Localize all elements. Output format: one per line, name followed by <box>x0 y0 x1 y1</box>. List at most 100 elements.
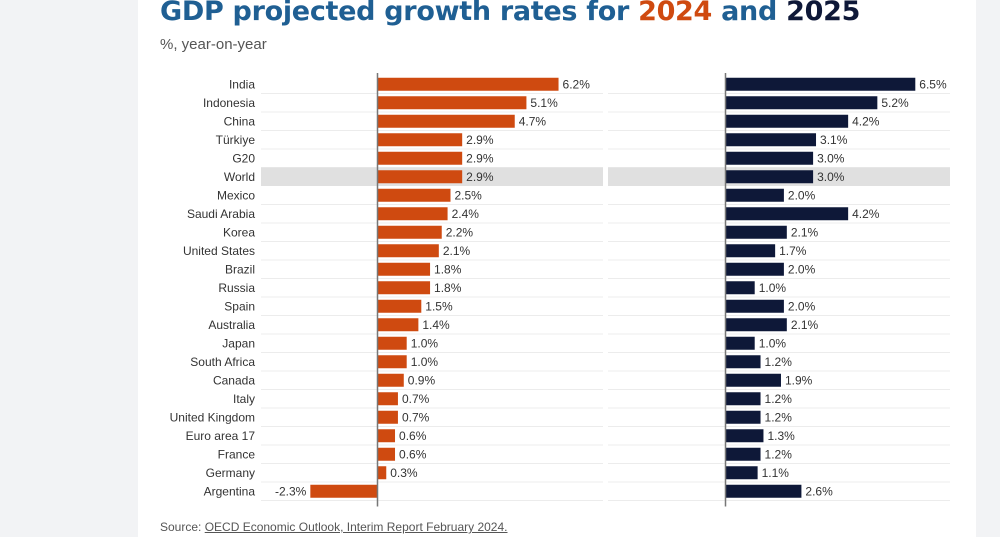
value-label-2024: 2.9% <box>466 151 494 165</box>
bar-2025 <box>725 96 878 110</box>
value-label-2025: 1.2% <box>765 392 793 406</box>
value-label-2025: 1.0% <box>759 281 787 295</box>
bar-2024 <box>377 447 396 461</box>
category-label: South Africa <box>190 355 255 369</box>
bar-2025 <box>725 447 761 461</box>
bar-2024 <box>377 392 398 406</box>
value-label-2025: 4.2% <box>852 114 880 128</box>
bar-2024 <box>377 262 431 276</box>
bar-2024 <box>377 225 442 239</box>
bar-2025 <box>725 188 784 202</box>
value-label-2025: 1.2% <box>765 410 793 424</box>
category-label: Canada <box>213 373 255 387</box>
value-label-2025: 3.0% <box>817 151 845 165</box>
bar-2024 <box>377 244 439 258</box>
bar-2024 <box>377 114 515 128</box>
value-label-2025: 2.1% <box>791 225 819 239</box>
category-label: Italy <box>233 392 255 406</box>
value-label-2024: 0.3% <box>390 466 418 480</box>
value-label-2025: 1.7% <box>779 244 807 258</box>
bar-2024 <box>377 281 431 295</box>
bar-2025 <box>725 336 755 350</box>
value-label-2025: 1.2% <box>765 447 793 461</box>
bar-2024 <box>377 318 419 332</box>
value-label-2024: 1.0% <box>411 355 439 369</box>
bar-2025 <box>725 392 761 406</box>
bar-2025 <box>725 355 761 369</box>
bar-2025 <box>725 170 814 184</box>
value-label-2025: 2.0% <box>788 262 816 276</box>
category-label: France <box>218 447 256 461</box>
category-label: Argentina <box>204 484 256 498</box>
category-label: G20 <box>232 151 255 165</box>
value-label-2024: 1.0% <box>411 336 439 350</box>
bar-2025 <box>725 114 849 128</box>
category-label: Mexico <box>217 188 255 202</box>
bar-2024 <box>377 373 404 387</box>
source-note: Source: OECD Economic Outlook, Interim R… <box>160 520 508 534</box>
category-label: Japan <box>222 336 255 350</box>
value-label-2024: 2.2% <box>446 225 474 239</box>
category-label: Brazil <box>225 262 255 276</box>
value-label-2024: 2.4% <box>452 207 480 221</box>
chart-title: GDP projected growth rates for 2024 and … <box>160 0 860 27</box>
source-label: Source: <box>160 520 205 534</box>
value-label-2025: 2.6% <box>805 484 833 498</box>
bar-2025 <box>725 410 761 424</box>
title-prefix: GDP projected growth rates for <box>160 0 639 27</box>
source-link[interactable]: OECD Economic Outlook, Interim Report Fe… <box>204 520 508 534</box>
category-label: Australia <box>208 318 255 332</box>
bar-2024 <box>377 96 527 110</box>
value-label-2024: 0.9% <box>408 373 436 387</box>
bar-2025 <box>725 281 755 295</box>
bar-2025 <box>725 207 849 221</box>
value-label-2024: 2.1% <box>443 244 471 258</box>
value-label-2025: 2.0% <box>788 188 816 202</box>
bar-2024 <box>377 299 422 313</box>
bar-2025 <box>725 244 776 258</box>
value-label-2024: 0.6% <box>399 429 427 443</box>
value-label-2025: 2.1% <box>791 318 819 332</box>
value-label-2025: 3.0% <box>817 170 845 184</box>
category-label: Indonesia <box>203 96 255 110</box>
bar-2024 <box>377 355 407 369</box>
value-label-2025: 5.2% <box>881 96 909 110</box>
bar-2025 <box>725 466 758 480</box>
value-label-2024: 0.6% <box>399 447 427 461</box>
category-label: Türkiye <box>216 133 256 147</box>
bar-2025 <box>725 299 784 313</box>
value-label-2024: 1.5% <box>425 299 453 313</box>
bar-2024 <box>377 188 451 202</box>
bar-2025 <box>725 373 781 387</box>
bar-2024 <box>377 429 396 443</box>
value-label-2025: 1.9% <box>785 373 813 387</box>
bar-2025 <box>725 225 787 239</box>
value-label-2024: 0.7% <box>402 410 430 424</box>
category-label: Germany <box>206 466 255 480</box>
category-label: Euro area 17 <box>186 429 256 443</box>
value-label-2024: 6.2% <box>563 77 591 91</box>
category-label: United States <box>183 244 255 258</box>
category-label: Spain <box>224 299 255 313</box>
value-label-2025: 1.0% <box>759 336 787 350</box>
value-label-2025: 1.1% <box>762 466 790 480</box>
bar-2024 <box>377 170 463 184</box>
value-label-2024: -2.3% <box>275 484 307 498</box>
value-label-2024: 2.9% <box>466 170 494 184</box>
title-and: and <box>712 0 787 27</box>
value-label-2024: 2.9% <box>466 133 494 147</box>
bar-2025 <box>725 429 764 443</box>
title-year-2024: 2024 <box>638 0 713 27</box>
bar-2025 <box>725 151 814 165</box>
bar-2024 <box>377 466 387 480</box>
value-label-2024: 0.7% <box>402 392 430 406</box>
bar-2024 <box>377 207 448 221</box>
value-label-2024: 2.5% <box>455 188 483 202</box>
bar-2024 <box>377 410 398 424</box>
value-label-2024: 4.7% <box>519 114 547 128</box>
title-year-2025: 2025 <box>786 0 861 27</box>
category-label: United Kingdom <box>170 410 255 424</box>
value-label-2024: 1.4% <box>422 318 450 332</box>
category-label: Russia <box>218 281 255 295</box>
